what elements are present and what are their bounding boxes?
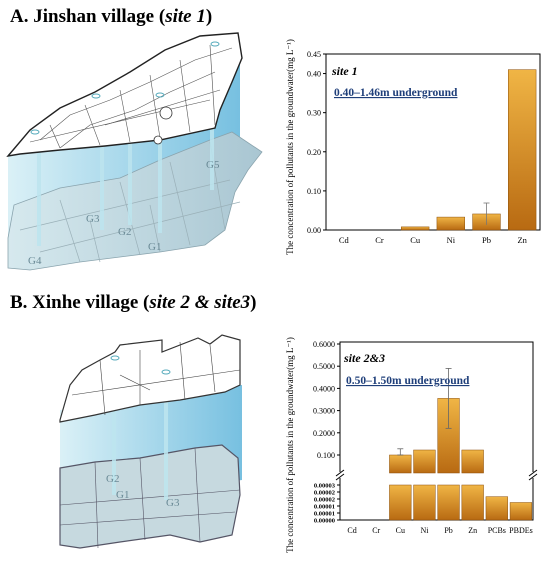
- chart-b-ytick-label: 0.3000: [313, 407, 335, 416]
- chart-b: The concentration of pollutants in the g…: [285, 337, 538, 553]
- map-b: G1 G2 G3: [59, 334, 242, 549]
- chart-a: The concentration of pollutants in the g…: [285, 39, 541, 255]
- chart-b-plot-frame: [339, 341, 534, 521]
- chart-b-bar-cu: [389, 454, 412, 474]
- chart-a-ylabel: The concentration of pollutants in the g…: [285, 39, 295, 255]
- chart-b-axis-break-gap: [338, 472, 535, 478]
- chart-b-axis-break-mark: [335, 473, 345, 481]
- chart-b-bar-zn-lower: [461, 484, 484, 521]
- chart-a-bar-ni: [436, 216, 465, 231]
- map-b-label-g2: G2: [106, 473, 119, 485]
- chart-b-xtick-label: Pb: [444, 526, 452, 535]
- chart-b-ytick-label: 0.00003: [314, 483, 336, 490]
- chart-b-xtick-label: Cd: [347, 526, 356, 535]
- chart-a-ytick-label: 0.45: [307, 50, 321, 59]
- panel-a-title: A. Jinshan village (site 1): [10, 6, 212, 28]
- chart-b-ytick-label: 0.00001: [314, 511, 335, 518]
- chart-a-ytick-label: 0.10: [307, 187, 321, 196]
- chart-a-bar-cu: [401, 226, 430, 231]
- panel-a-title-suffix: ): [205, 6, 213, 27]
- panel-a-title-site: site 1: [165, 6, 206, 27]
- chart-b-bar-cu-lower: [389, 484, 412, 521]
- chart-a-xtick-label: Cr: [375, 235, 384, 245]
- panel-a-title-prefix: A. Jinshan village (: [10, 6, 166, 27]
- chart-b-bar-zn: [461, 449, 484, 474]
- chart-b-ytick-label: 0.100: [317, 451, 335, 460]
- chart-a-site-label: site 1: [331, 64, 358, 78]
- chart-a-ytick-label: 0.20: [307, 148, 321, 157]
- chart-a-xtick-label: Pb: [482, 235, 491, 245]
- chart-a-xtick-label: Cu: [410, 235, 421, 245]
- map-a: G1 G2 G3 G4 G5: [6, 32, 263, 271]
- chart-b-ytick-label: 0.00000: [314, 518, 335, 525]
- chart-b-ytick-label: 0.00002: [314, 490, 335, 497]
- chart-b-ytick-label: 0.2000: [313, 429, 335, 438]
- chart-a-ytick-label: 0.30: [307, 109, 321, 118]
- chart-a-plot-frame: [325, 53, 541, 231]
- map-a-label-g4: G4: [28, 255, 42, 267]
- map-b-label-g1: G1: [116, 489, 129, 501]
- chart-b-ylabel: The concentration of pollutants in the g…: [285, 337, 295, 553]
- chart-b-ytick-label: 0.6000: [313, 340, 335, 349]
- chart-b-xtick-label: Zn: [468, 526, 477, 535]
- chart-b-ytick-label: 0.00001: [314, 504, 335, 511]
- aquifer-base-b: [59, 444, 241, 549]
- chart-b-site-label: site 2&3: [343, 351, 385, 365]
- chart-b-xtick-label: Cu: [396, 526, 405, 535]
- map-a-label-g5: G5: [206, 159, 220, 171]
- chart-a-depth-label: 0.40–1.46m underground: [334, 87, 458, 99]
- panel-b-title-site: site 2 & site3: [149, 292, 251, 313]
- chart-b-ytick-label: 0.5000: [313, 362, 335, 371]
- chart-a-bar-zn: [508, 69, 537, 231]
- chart-b-depth-label: 0.50–1.50m underground: [346, 375, 470, 387]
- panel-b-title-suffix: ): [250, 292, 257, 313]
- chart-b-xtick-label: PCBs: [488, 526, 506, 535]
- chart-b-bar-ni-lower: [413, 484, 436, 521]
- chart-b-axis-break-mark: [528, 469, 538, 477]
- chart-b-bar-ni: [413, 449, 436, 474]
- chart-b-axis-break-mark: [335, 469, 345, 477]
- map-a-label-g1: G1: [148, 241, 161, 253]
- chart-b-ytick-label: 0.00002: [314, 497, 335, 504]
- chart-a-xtick-label: Ni: [447, 235, 456, 245]
- chart-a-xtick-label: Zn: [517, 235, 527, 245]
- map-a-label-g3: G3: [86, 213, 100, 225]
- chart-a-ytick-label: 0.00: [307, 226, 321, 235]
- panel-b-title-prefix: B. Xinhe village (: [10, 292, 150, 313]
- chart-b-ytick-label: 0.4000: [313, 384, 335, 393]
- map-b-label-g3: G3: [166, 497, 180, 509]
- chart-a-xtick-label: Cd: [339, 235, 350, 245]
- chart-b-bar-pbdes: [509, 502, 533, 521]
- chart-b-bar-pb-lower: [437, 484, 460, 521]
- chart-b-xtick-label: Cr: [372, 526, 380, 535]
- panel-b-title: B. Xinhe village (site 2 & site3): [10, 292, 256, 314]
- chart-b-xtick-label: PBDEs: [509, 526, 533, 535]
- map-a-label-g2: G2: [118, 226, 131, 238]
- chart-b-bar-pcbs: [485, 496, 508, 521]
- chart-b-axis-break-mark: [528, 473, 538, 481]
- land-surface-a: [6, 32, 243, 158]
- chart-a-ytick-label: 0.40: [307, 70, 321, 79]
- chart-b-xtick-label: Ni: [420, 526, 429, 535]
